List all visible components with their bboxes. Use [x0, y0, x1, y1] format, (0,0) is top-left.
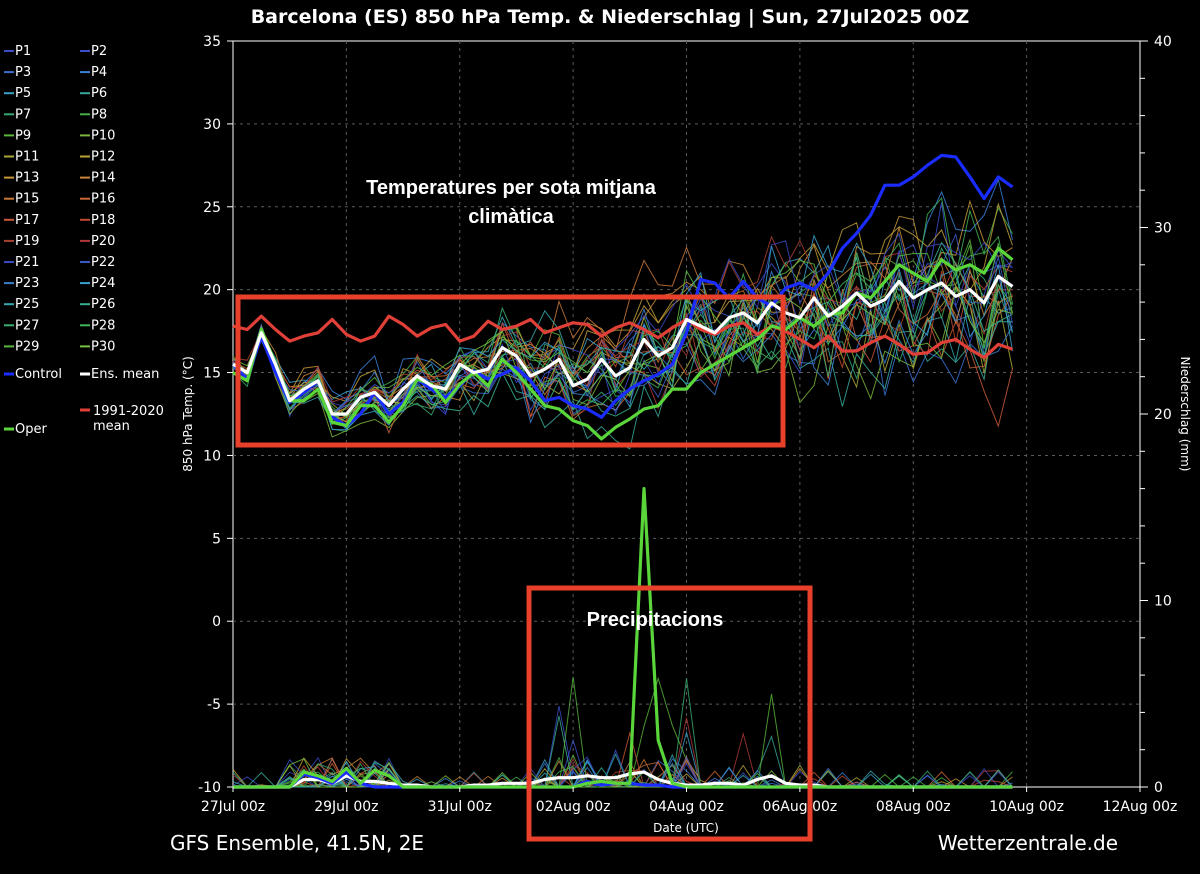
x-tick-label: 31Jul 00z	[428, 799, 492, 815]
x-tick-label: 04Aug 00z	[649, 799, 724, 815]
x-tick-label: 06Aug 00z	[762, 799, 837, 815]
legend-label: P1	[15, 44, 31, 59]
legend-label: P20	[91, 234, 115, 249]
legend-label: 1991-2020	[93, 404, 164, 419]
legend-label: P18	[91, 213, 115, 228]
ensemble-member-line	[232, 202, 1013, 406]
x-tick-label: 29Jul 00z	[314, 799, 378, 815]
legend-label: P5	[15, 86, 31, 101]
legend-label: P8	[91, 107, 107, 122]
legend-label: Ens. mean	[91, 367, 159, 382]
x-tick-label: 12Aug 00z	[1103, 799, 1178, 815]
legend-label: P15	[15, 192, 39, 207]
legend-label: P25	[15, 297, 39, 312]
ensemble-member-line	[232, 196, 1013, 425]
legend-label: P27	[15, 318, 39, 333]
y-tick-label-left: 15	[203, 366, 221, 382]
legend-label: P7	[15, 107, 31, 122]
series-precip-oper	[233, 487, 1013, 789]
legend-label: P28	[91, 318, 115, 333]
legend-label: P12	[91, 150, 115, 165]
y-axis-label-right: Niederschlag (mm)	[1178, 357, 1192, 472]
legend-label: P2	[91, 44, 107, 59]
y-tick-label-right: 40	[1154, 34, 1172, 50]
y-tick-label-left: -10	[198, 780, 221, 796]
y-tick-label-left: 30	[203, 117, 221, 133]
legend-label: P29	[15, 339, 39, 354]
legend-label: P14	[91, 171, 115, 186]
x-tick-label: 10Aug 00z	[989, 799, 1064, 815]
precipitation-highlight-box	[526, 585, 813, 842]
series-oper	[232, 246, 1014, 441]
right-axis-ticks: 40 30 20 10 0	[1140, 34, 1172, 796]
legend-label: P9	[15, 128, 31, 143]
left-axis-ticks: 35 30 25 20 15 10 5 0 -5 -10	[198, 34, 233, 796]
y-tick-label-left: 5	[212, 531, 221, 547]
legend-label: P11	[15, 150, 39, 165]
y-tick-label-left: 10	[203, 448, 221, 464]
ensemble-member-line	[232, 252, 1013, 418]
legend-label: P13	[15, 171, 39, 186]
y-tick-label-left: 35	[203, 34, 221, 50]
legend-label: mean	[93, 419, 130, 434]
legend-label: P21	[15, 255, 39, 270]
legend-label: P4	[91, 65, 107, 80]
ensemble-member-line	[232, 240, 1013, 416]
legend-label: P19	[15, 234, 39, 249]
y-tick-label-right: 10	[1154, 594, 1172, 610]
annotation-precipitations: Precipitacions	[587, 609, 724, 631]
legend-label: P22	[91, 255, 115, 270]
x-tick-label: 02Aug 00z	[536, 799, 611, 815]
legend-label: Oper	[15, 422, 47, 437]
y-tick-label-left: 25	[203, 200, 221, 216]
chart-title: Barcelona (ES) 850 hPa Temp. & Niedersch…	[251, 6, 970, 28]
legend-label: P3	[15, 65, 31, 80]
series-control	[231, 153, 1014, 428]
temperature-highlight-box	[235, 294, 786, 448]
legend-label: P24	[91, 276, 115, 291]
series-ens-mean	[232, 274, 1014, 416]
legend-label: P23	[15, 276, 39, 291]
ensemble-member-line	[232, 234, 1013, 431]
ensemble-member-precip	[232, 753, 1013, 788]
y-tick-label-right: 0	[1154, 780, 1163, 796]
legend-label: P30	[91, 339, 115, 354]
legend-label: P10	[91, 128, 115, 143]
y-tick-label-right: 20	[1154, 407, 1172, 423]
annotation-temperatures-line1: Temperatures per sota mitjana	[366, 177, 657, 199]
main-series	[231, 153, 1014, 789]
x-tick-label: 27Jul 00z	[201, 799, 265, 815]
y-tick-label-right: 30	[1154, 221, 1172, 237]
series-1991-2020-mean	[232, 314, 1014, 360]
legend-label: P17	[15, 213, 39, 228]
ensemble-member-line	[232, 238, 1013, 425]
footer-model-info: GFS Ensemble, 41.5N, 2E	[170, 831, 424, 855]
y-tick-label-left: 20	[203, 283, 221, 299]
footer-source: Wetterzentrale.de	[938, 831, 1118, 855]
y-axis-label-left: 850 hPa Temp. (°C)	[181, 356, 195, 472]
x-axis-ticks: 27Jul 00z 29Jul 00z 31Jul 00z 02Aug 00z 04Au…	[201, 787, 1178, 815]
x-axis-label: Date (UTC)	[653, 821, 719, 835]
legend-label: Control	[15, 367, 62, 382]
y-tick-label-left: 0	[212, 614, 221, 630]
legend-label: P16	[91, 192, 115, 207]
annotation-temperatures-line2: climàtica	[468, 206, 554, 228]
x-tick-label: 08Aug 00z	[876, 799, 951, 815]
legend-label: P6	[91, 86, 107, 101]
legend-label: P26	[91, 297, 115, 312]
legend: P1 P2 P3 P4 P5 P6 P7 P8 P9 P10 P11 P12 P13 P14 P15 P16 P…	[4, 44, 164, 437]
y-tick-label-left: -5	[207, 697, 221, 713]
ensemble-member-line	[232, 269, 1013, 418]
